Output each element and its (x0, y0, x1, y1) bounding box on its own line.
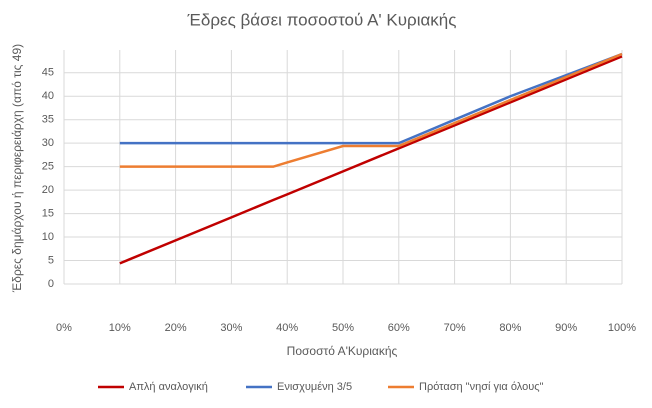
y-tick-label: 5 (48, 254, 54, 266)
y-tick-label: 0 (48, 278, 54, 290)
chart-title: Έδρες βάσει ποσοστού Α' Κυριακής (187, 10, 457, 29)
series-line (119, 52, 623, 145)
x-tick-label: 40% (276, 322, 298, 334)
legend-label: Πρόταση "νησί για όλους" (419, 381, 544, 393)
x-tick-label: 50% (332, 322, 354, 334)
series-line (119, 52, 623, 168)
x-tick-label: 30% (220, 322, 242, 334)
x-tick-label: 10% (109, 322, 131, 334)
x-tick-label: 60% (388, 322, 410, 334)
x-tick-label: 100% (608, 322, 636, 334)
legend-label: Απλή αναλογική (129, 381, 208, 393)
y-tick-label: 30 (42, 137, 54, 149)
x-tick-label: 80% (499, 322, 521, 334)
x-tick-label: 0% (56, 322, 72, 334)
x-tick-label: 90% (555, 322, 577, 334)
y-tick-label: 15 (42, 207, 54, 219)
x-tick-label: 20% (165, 322, 187, 334)
y-tick-label: 10 (42, 231, 54, 243)
y-axis-label: Έδρες δημάρχου ή περιφερειάρχη (από τις … (10, 44, 24, 293)
y-tick-label: 45 (42, 67, 54, 79)
series-line (119, 55, 623, 265)
y-tick-label: 35 (42, 114, 54, 126)
y-tick-label: 20 (42, 184, 54, 196)
x-tick-label: 70% (444, 322, 466, 334)
legend-label: Ενισχυμένη 3/5 (277, 381, 352, 393)
y-tick-label: 25 (42, 161, 54, 173)
x-axis-label: Ποσοστό Α'Κυριακής (287, 344, 398, 358)
y-tick-label: 40 (42, 90, 54, 102)
